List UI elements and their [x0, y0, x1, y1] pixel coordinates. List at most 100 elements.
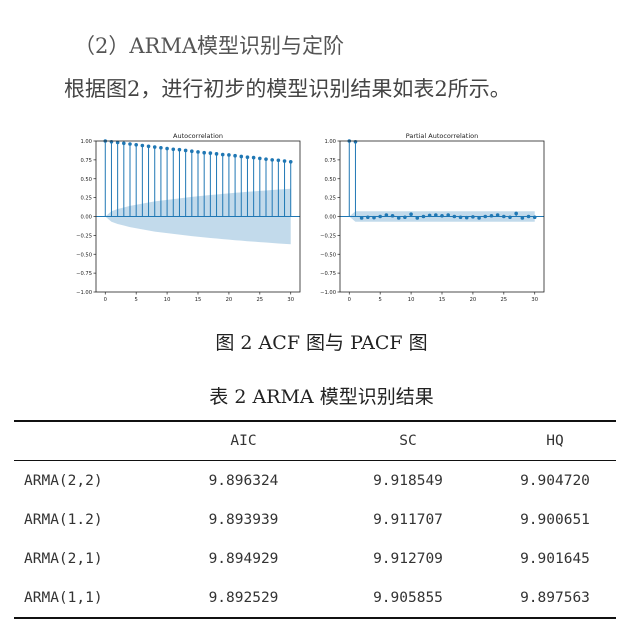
hq-value: 9.901645 [520, 550, 590, 567]
stem-marker [440, 213, 444, 218]
x-tick-label: 10 [164, 297, 171, 303]
header-cell-hq: HQ [546, 433, 564, 449]
header-cell-aic: AIC [230, 433, 257, 449]
x-tick-label: 10 [408, 297, 415, 303]
stem-marker [258, 156, 262, 161]
x-tick-label: 25 [501, 297, 508, 303]
x-tick-label: 30 [287, 297, 294, 303]
stem-marker [384, 213, 389, 217]
stem-marker [128, 142, 132, 146]
table-row: ARMA(2,1) 9.894929 9.912709 9.901645 [14, 539, 616, 578]
aic-value: 9.893939 [208, 511, 279, 528]
x-tick-label: 15 [195, 297, 202, 303]
sc-value: 9.905855 [373, 589, 443, 606]
y-tick-label: −0.75 [76, 271, 92, 277]
stem-marker [159, 145, 163, 150]
y-tick-label: 0.00 [324, 215, 336, 221]
results-table: AIC SC HQ ARMA(2,2) 9.896324 9.918549 9.… [14, 420, 616, 619]
stem-marker [427, 213, 432, 218]
stem-marker [288, 159, 293, 164]
stem-marker [502, 214, 506, 219]
stem-marker [165, 146, 169, 151]
stem-marker [208, 151, 213, 155]
y-tick-label: −1.00 [76, 290, 92, 296]
model-label: ARMA(2,2) [24, 472, 103, 489]
stem-marker [140, 143, 145, 148]
stem-marker [526, 214, 531, 219]
stem-marker [276, 158, 281, 163]
y-tick-label: 0.25 [324, 196, 336, 202]
stem-marker [245, 155, 250, 160]
stem-marker [233, 153, 237, 158]
stem-marker [152, 145, 157, 149]
stem-marker [270, 158, 274, 162]
stem-marker [372, 215, 376, 220]
stem-marker [434, 213, 438, 217]
y-tick-label: −0.75 [320, 271, 336, 277]
table-row: ARMA(1.2) 9.893939 9.911707 9.900651 [14, 500, 616, 539]
stem-marker [202, 150, 206, 155]
acf-pacf-plots: Autocorrelation −1.00 −0.75 −0.50 −0.25 0.00 0… [76, 132, 545, 303]
x-tick-label: 15 [439, 297, 446, 303]
hq-value: 9.900651 [520, 511, 590, 528]
stem-marker [115, 140, 120, 145]
sc-value: 9.918549 [373, 472, 443, 489]
stem-marker [109, 139, 114, 144]
plot-title: Autocorrelation [173, 132, 223, 140]
model-label: ARMA(2,1) [24, 550, 103, 567]
stem-marker [495, 213, 500, 217]
stem-marker [353, 139, 358, 144]
stem-marker [122, 141, 126, 146]
stem-marker [452, 214, 457, 219]
stem-marker [409, 212, 413, 217]
stem-marker [220, 152, 225, 157]
stem-marker [227, 153, 231, 157]
stem-marker [196, 150, 200, 154]
stem-marker [190, 149, 194, 153]
x-tick-label: 25 [257, 297, 264, 303]
model-label: ARMA(1.2) [24, 511, 103, 528]
y-tick-label: −0.50 [76, 252, 92, 258]
stem-marker [359, 216, 364, 220]
results-table-wrapper: AIC SC HQ ARMA(2,2) 9.896324 9.918549 9.… [14, 420, 616, 619]
x-tick-label: 0 [348, 297, 351, 303]
table-row: ARMA(1,1) 9.892529 9.905855 9.897563 [14, 578, 616, 618]
stem-marker [366, 215, 370, 220]
aic-value: 9.894929 [208, 550, 279, 567]
stem-marker [483, 214, 488, 219]
stem-marker [239, 154, 244, 159]
stem-marker [446, 213, 450, 217]
y-tick-label: 0.50 [80, 177, 92, 183]
stem-marker [396, 216, 401, 220]
sc-value: 9.912709 [373, 550, 443, 567]
model-label: ARMA(1,1) [24, 589, 103, 606]
stem-marker [421, 214, 426, 219]
stem-marker [471, 215, 475, 219]
y-tick-label: 0.50 [324, 177, 336, 183]
stem-marker [171, 147, 176, 152]
stem-marker [146, 144, 151, 149]
x-tick-label: 20 [470, 297, 477, 303]
body-paragraph: 根据图2，进行初步的模型识别结果如表2所示。 [64, 77, 511, 101]
y-tick-label: 1.00 [80, 139, 92, 145]
stem-marker [390, 213, 395, 218]
y-tick-label: −0.25 [76, 233, 92, 239]
header-cell [14, 421, 165, 461]
y-tick-label: −1.00 [320, 290, 336, 296]
y-tick-label: 0.75 [324, 158, 336, 164]
x-tick-label: 0 [104, 297, 107, 303]
hq-value: 9.904720 [520, 472, 590, 489]
y-tick-label: 0.00 [80, 215, 92, 221]
acf-pacf-figure: Autocorrelation −1.00 −0.75 −0.50 −0.25 0.00 0… [70, 128, 580, 306]
table-header-row: AIC SC HQ [14, 421, 616, 461]
stem-marker [264, 157, 268, 161]
hq-value: 9.897563 [520, 589, 590, 606]
y-tick-label: 0.25 [80, 196, 92, 202]
stem-marker [458, 215, 463, 220]
stem-marker [378, 214, 382, 219]
y-tick-label: 0.75 [80, 158, 92, 164]
table-caption: 表 2 ARMA 模型识别结果 [209, 386, 434, 408]
aic-value: 9.896324 [208, 472, 279, 489]
section-heading: （2）ARMA模型识别与定阶 [74, 34, 345, 58]
stem-marker [183, 148, 188, 153]
